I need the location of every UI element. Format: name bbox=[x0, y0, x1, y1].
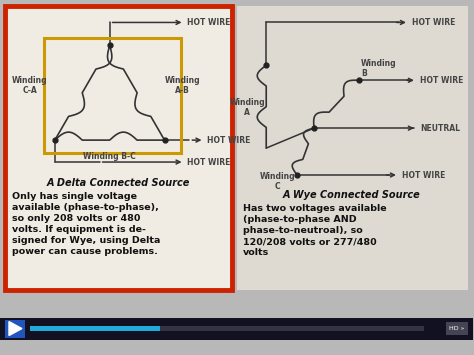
Polygon shape bbox=[9, 322, 22, 335]
Bar bbox=[44, 38, 182, 153]
Bar bbox=[237, 5, 468, 290]
Text: Winding
C-A: Winding C-A bbox=[12, 76, 48, 95]
Bar bbox=[30, 326, 160, 331]
Bar bbox=[30, 326, 424, 331]
Text: Winding
A-B: Winding A-B bbox=[164, 76, 201, 95]
Bar bbox=[446, 322, 468, 334]
Text: HOT WIRE: HOT WIRE bbox=[187, 18, 231, 27]
Text: HOT WIRE: HOT WIRE bbox=[412, 18, 455, 27]
Text: Winding
A: Winding A bbox=[229, 98, 265, 117]
Bar bbox=[5, 5, 232, 290]
Text: Has two voltages available
(phase-to-phase AND
phase-to-neutroal), so
120/208 vo: Has two voltages available (phase-to-pha… bbox=[243, 204, 387, 257]
Text: Winding
B: Winding B bbox=[361, 59, 397, 78]
Text: NEUTRAL: NEUTRAL bbox=[420, 124, 460, 133]
Text: Winding B-C: Winding B-C bbox=[83, 152, 136, 161]
Text: HOT WIRE: HOT WIRE bbox=[187, 158, 231, 166]
Text: HD »: HD » bbox=[449, 326, 465, 331]
Text: Only has single voltage
available (phase-to-phase),
so only 208 volts or 480
vol: Only has single voltage available (phase… bbox=[12, 192, 160, 256]
Text: HOT WIRE: HOT WIRE bbox=[420, 76, 463, 85]
Bar bbox=[0, 318, 473, 339]
Text: A Wye Connected Source: A Wye Connected Source bbox=[283, 190, 421, 200]
Text: Winding
C: Winding C bbox=[259, 172, 295, 191]
Text: A Delta Connected Source: A Delta Connected Source bbox=[47, 178, 191, 188]
Text: HOT WIRE: HOT WIRE bbox=[208, 136, 251, 144]
Text: HOT WIRE: HOT WIRE bbox=[402, 170, 445, 180]
Bar bbox=[5, 320, 25, 338]
